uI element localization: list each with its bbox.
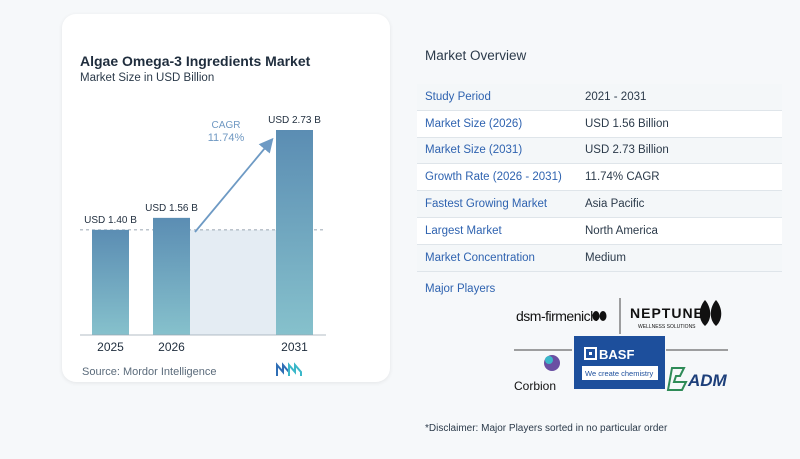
overview-key: Fastest Growing Market xyxy=(425,198,548,211)
overview-key: Market Concentration xyxy=(425,251,535,264)
overview-row: Study Period 2021 - 2031 xyxy=(417,84,782,111)
bar-chart: USD 1.40 B 2025 USD 1.56 B 2026 USD 2.73 B 20… xyxy=(80,115,326,354)
data-label-2025: USD 1.40 B xyxy=(84,215,137,226)
bar-2025 xyxy=(92,229,129,335)
overview-value: 2021 - 2031 xyxy=(585,90,647,103)
adm-logo: ADM xyxy=(687,371,728,390)
dsm-mark-icon xyxy=(592,311,600,321)
overview-value: North America xyxy=(585,224,658,237)
overview-key: Study Period xyxy=(425,90,491,103)
cagr-value: 11.74% xyxy=(208,132,245,144)
dsm-mark-icon xyxy=(599,311,607,321)
basf-logo-box xyxy=(574,336,665,389)
overview-key: Market Size (2026) xyxy=(425,117,523,130)
basf-square-icon xyxy=(584,347,597,360)
disclaimer: *Disclaimer: Major Players sorted in no … xyxy=(425,423,668,434)
overview-value: USD 2.73 Billion xyxy=(585,144,669,157)
basf-square-icon xyxy=(589,352,592,355)
overview-key: Growth Rate (2026 - 2031) xyxy=(425,171,562,184)
overview-row: Growth Rate (2026 - 2031) 11.74% CAGR xyxy=(417,164,782,192)
bar-2026 xyxy=(153,217,190,335)
mordor-logo-icon xyxy=(276,362,302,376)
overview-row: Fastest Growing Market Asia Pacific xyxy=(417,191,782,218)
shaded-region xyxy=(190,229,276,335)
basf-tagline: We create chemistry xyxy=(585,369,653,378)
x-tick-2026: 2026 xyxy=(158,340,185,354)
chart-title: Algae Omega-3 Ingredients Market xyxy=(80,53,311,69)
chart-subtitle: Market Size in USD Billion xyxy=(80,72,215,84)
overview-value: 11.74% CAGR xyxy=(585,171,660,184)
neptune-drop-icon xyxy=(710,300,722,326)
overview-value: Medium xyxy=(585,251,626,264)
overview-table: Study Period 2021 - 2031 Market Size (202… xyxy=(417,84,782,272)
bar-2031 xyxy=(276,130,313,335)
source-label: Source: Mordor Intelligence xyxy=(82,366,217,378)
overview-value: USD 1.56 Billion xyxy=(585,117,669,130)
overview-row: Market Concentration Medium xyxy=(417,244,782,272)
overview-row: Market Size (2026) USD 1.56 Billion xyxy=(417,110,782,138)
dsm-firmenich-logo: dsm-firmenich xyxy=(516,308,597,324)
major-players-title: Major Players xyxy=(425,283,496,295)
neptune-drop-icon xyxy=(699,300,711,326)
data-label-2026: USD 1.56 B xyxy=(145,203,198,214)
corbion-logo: Corbion xyxy=(514,379,556,393)
corbion-mark-icon xyxy=(545,356,553,364)
x-tick-2031: 2031 xyxy=(281,340,308,354)
overview-row: Largest Market North America xyxy=(417,217,782,245)
basf-logo: BASF xyxy=(599,347,634,362)
adm-leaf-icon xyxy=(666,367,688,391)
overview-value: Asia Pacific xyxy=(585,198,645,211)
data-label-2031: USD 2.73 B xyxy=(268,115,321,126)
overview-title: Market Overview xyxy=(425,48,527,63)
overview-row: Market Size (2031) USD 2.73 Billion xyxy=(417,137,782,165)
x-tick-2025: 2025 xyxy=(97,340,124,354)
neptune-tagline: WELLNESS SOLUTIONS xyxy=(638,324,696,330)
cagr-label: CAGR xyxy=(212,120,241,131)
neptune-logo: NEPTUNE xyxy=(630,305,704,321)
cagr-arrow xyxy=(194,137,274,233)
overview-key: Largest Market xyxy=(425,224,502,237)
basf-tagline-box xyxy=(582,366,658,380)
overview-key: Market Size (2031) xyxy=(425,144,523,157)
